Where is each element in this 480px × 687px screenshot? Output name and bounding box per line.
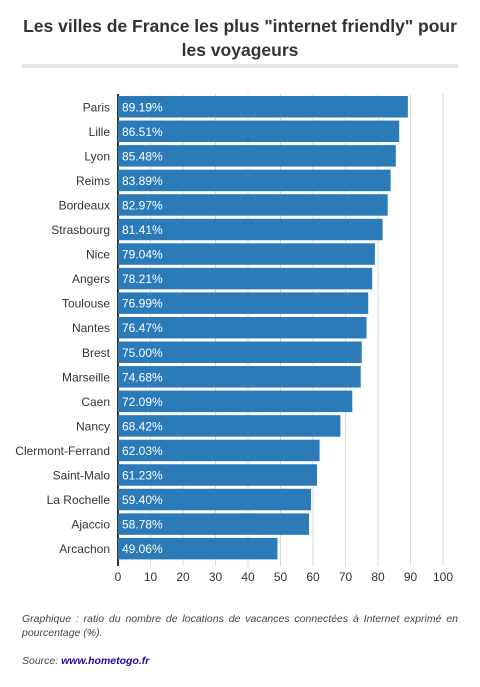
bar-7 [118,267,373,290]
chart-caption: Graphique : ratio du nombre de locations… [22,613,458,639]
value-label-1: 86.51% [122,125,163,139]
value-label-4: 82.97% [122,198,163,212]
category-label-18: Arcachon [59,542,110,556]
value-label-5: 81.41% [122,223,163,237]
x-tick-label-0: 0 [115,570,122,584]
category-label-0: Paris [83,100,110,114]
x-tick-label-20: 20 [176,570,190,584]
category-label-16: La Rochelle [47,493,111,507]
value-label-11: 74.68% [122,370,163,384]
x-tick-label-70: 70 [339,570,353,584]
category-label-3: Reims [76,174,110,188]
chart-title: Les villes de France les plus "internet … [23,16,457,60]
bar-9 [118,316,367,339]
category-label-1: Lille [89,125,111,139]
bar-3 [118,169,391,192]
title-divider [22,64,458,68]
chart-bars [118,96,408,560]
category-label-6: Nice [86,248,110,262]
value-label-7: 78.21% [122,272,163,286]
category-label-15: Saint-Malo [53,469,111,483]
chart-x-ticks: 0 10 20 30 40 50 60 70 80 90 100 [115,570,454,584]
x-tick-label-90: 90 [404,570,418,584]
value-label-15: 61.23% [122,469,163,483]
value-label-6: 79.04% [122,248,163,262]
x-tick-label-100: 100 [433,570,453,584]
value-label-0: 89.19% [122,100,163,114]
category-label-10: Brest [82,346,111,360]
category-label-14: Clermont-Ferrand [15,444,110,458]
bar-10 [118,341,362,363]
x-tick-label-10: 10 [144,570,158,584]
value-label-10: 75.00% [122,346,163,360]
bar-8 [118,292,369,314]
category-label-12: Caen [81,395,110,409]
value-label-13: 68.42% [122,419,163,433]
value-label-9: 76.47% [122,321,163,335]
category-label-5: Strasbourg [51,223,110,237]
category-label-8: Toulouse [62,297,110,311]
bar-chart: Paris 89.19% Lille 86.51% Lyon 85.48% Reims 83.… [15,94,454,584]
category-label-13: Nancy [76,419,110,433]
value-label-2: 85.48% [122,149,163,163]
bar-1 [118,120,400,143]
bar-2 [118,145,396,167]
value-label-16: 59.40% [122,493,163,507]
bar-15 [118,464,317,486]
value-label-8: 76.99% [122,297,163,311]
bar-12 [118,390,353,413]
bar-11 [118,366,361,388]
value-label-17: 58.78% [122,518,163,532]
value-label-18: 49.06% [122,542,163,556]
bar-4 [118,194,388,216]
bar-16 [118,488,312,511]
x-tick-label-60: 60 [306,570,320,584]
x-tick-label-80: 80 [371,570,385,584]
value-label-3: 83.89% [122,174,163,188]
source-label: Source: [22,655,62,667]
category-label-9: Nantes [72,321,110,335]
bar-14 [118,439,320,462]
value-label-12: 72.09% [122,395,163,409]
chart-source: Source: www.hometogo.fr [22,655,149,667]
bar-13 [118,415,341,437]
x-tick-label-40: 40 [241,570,255,584]
source-link[interactable]: www.hometogo.fr [61,655,150,667]
category-label-11: Marseille [62,370,110,384]
chart-labels: Paris 89.19% Lille 86.51% Lyon 85.48% Reims 83.… [15,100,163,556]
x-tick-label-50: 50 [274,570,288,584]
category-label-17: Ajaccio [71,518,110,532]
value-label-14: 62.03% [122,444,163,458]
x-tick-label-30: 30 [209,570,223,584]
bar-6 [118,243,375,265]
bar-17 [118,513,310,535]
category-label-2: Lyon [84,149,110,163]
bar-0 [118,96,408,118]
bar-18 [118,537,278,560]
category-label-4: Bordeaux [59,198,110,212]
bar-5 [118,218,383,241]
category-label-7: Angers [72,272,110,286]
